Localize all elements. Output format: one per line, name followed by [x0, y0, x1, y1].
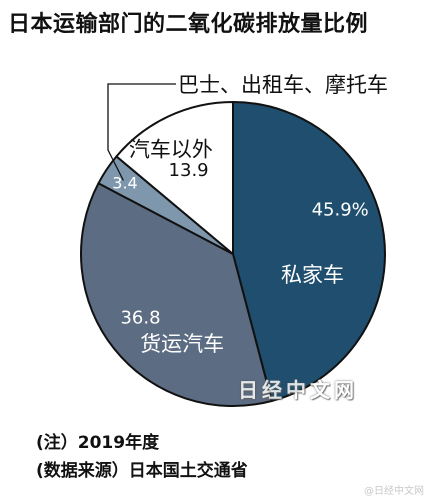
slice-value-label: 45.9%	[312, 199, 369, 220]
note-source: (数据来源）日本国土交通省	[36, 461, 248, 481]
slice-freight-trucks	[80, 182, 273, 407]
slice-name-label: 私家车	[281, 263, 344, 287]
slice-non-automobile	[115, 101, 234, 255]
slice-value-label: 36.8	[120, 307, 160, 328]
note-year: (注）2019年度	[36, 433, 160, 453]
chart-title: 日本运输部门的二氧化碳排放量比例	[8, 12, 369, 37]
callout-leader-line	[107, 83, 176, 181]
slice-private-cars	[232, 101, 386, 402]
callout-label: 巴士、出租车、摩托车	[178, 73, 388, 97]
slice-name-label: 汽车以外	[129, 137, 213, 161]
slice-value-label: 3.4	[112, 173, 137, 192]
corner-watermark: @日经中文网	[364, 486, 424, 497]
watermark: 日经中文网	[238, 378, 358, 402]
slice-name-label: 货运汽车	[140, 332, 224, 356]
slice-value-label: 13.9	[169, 160, 209, 181]
